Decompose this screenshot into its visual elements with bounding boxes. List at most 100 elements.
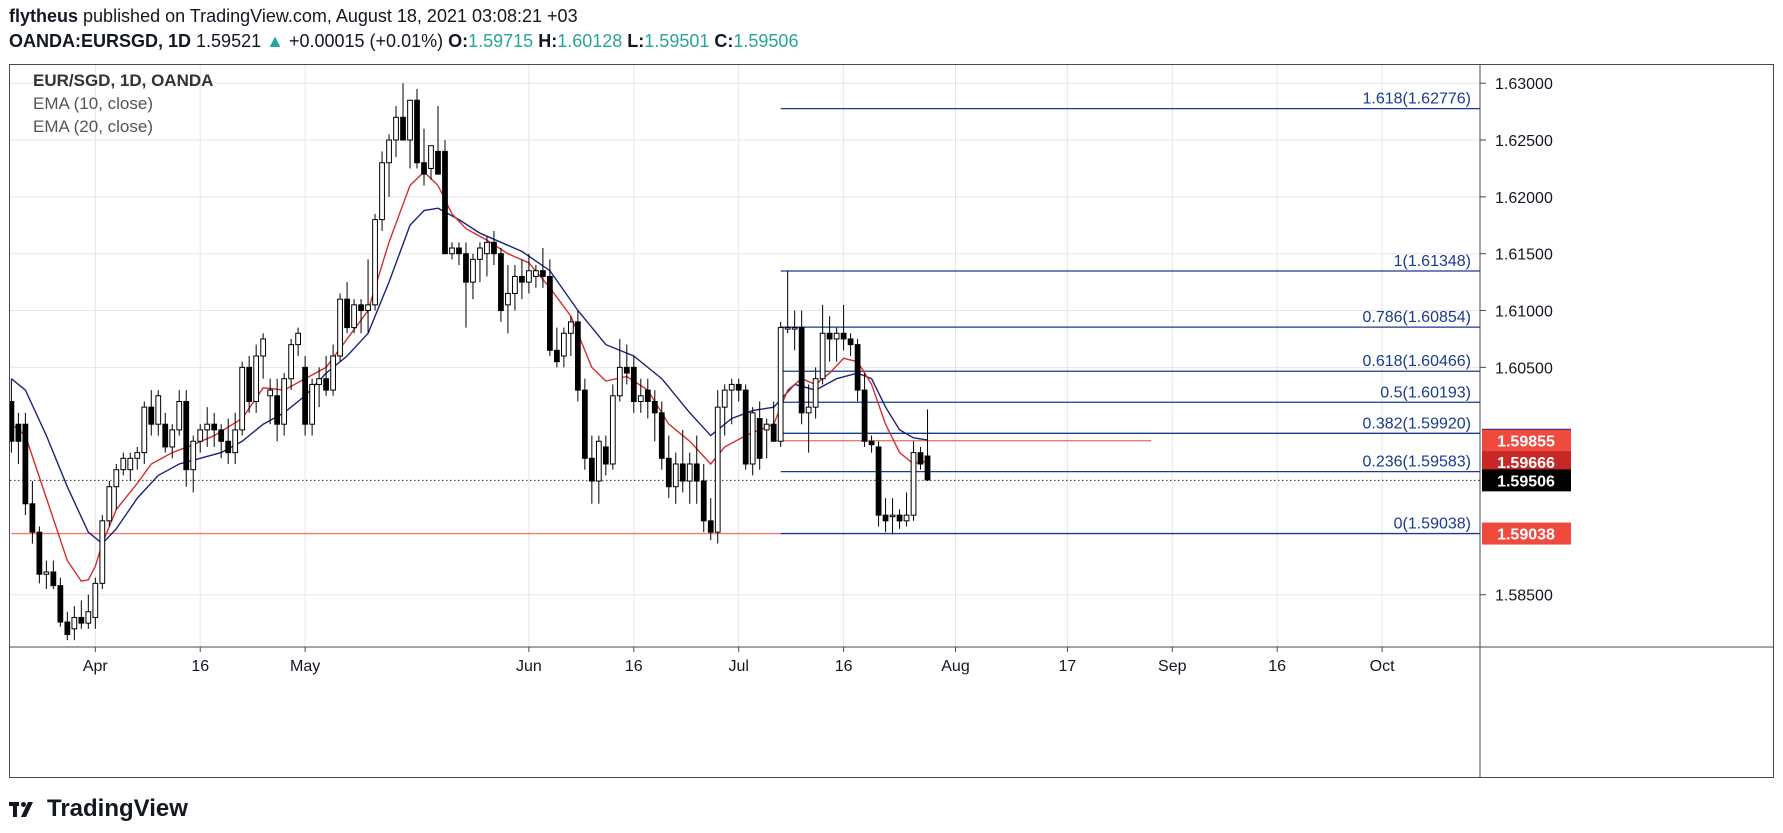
- tradingview-brand[interactable]: TradingView: [47, 795, 188, 822]
- low-value: 1.59501: [644, 31, 710, 51]
- candle-up: [889, 514, 896, 518]
- candle-up: [337, 298, 343, 357]
- candle-up: [330, 355, 336, 391]
- candle-down: [78, 616, 85, 624]
- candle-down: [547, 275, 553, 351]
- candle-up: [85, 611, 92, 624]
- candle-up: [281, 378, 288, 425]
- candle-down: [435, 150, 441, 175]
- candle-down: [211, 423, 218, 431]
- candle-up: [134, 452, 141, 459]
- candle-up: [169, 429, 176, 448]
- candle-down: [679, 463, 686, 482]
- candle-up: [449, 247, 455, 255]
- candle-up: [253, 355, 260, 402]
- candle-down: [798, 327, 805, 414]
- price-tick-label: 1.61000: [1495, 304, 1553, 321]
- candle-up: [763, 423, 770, 431]
- candle-up: [672, 463, 679, 488]
- candle-up: [609, 395, 616, 465]
- candle-down: [756, 418, 763, 459]
- candle-up: [71, 616, 78, 630]
- candle-up: [819, 332, 826, 380]
- candle-up: [351, 304, 357, 329]
- candle-down: [554, 349, 560, 363]
- price-tick-label: 1.63000: [1495, 76, 1553, 93]
- author-name[interactable]: flytheus: [9, 6, 79, 26]
- candle-down: [861, 389, 868, 442]
- candle-down: [651, 400, 658, 414]
- candle-down: [519, 275, 525, 283]
- price-badge-label: 1.59855: [1497, 434, 1555, 451]
- candle-down: [491, 241, 497, 255]
- candle-down: [57, 585, 64, 623]
- candle-down: [414, 99, 420, 164]
- candle-down: [148, 406, 155, 425]
- candle-up: [316, 378, 322, 385]
- candle-up: [190, 440, 197, 471]
- candle-up: [484, 241, 490, 255]
- price-change: +0.00015 (+0.01%): [288, 31, 444, 51]
- candle-down: [623, 366, 630, 374]
- candle-up: [267, 389, 274, 397]
- candle-up: [728, 383, 735, 391]
- candle-down: [162, 423, 169, 448]
- candle-up: [379, 162, 385, 221]
- candle-down: [36, 531, 43, 575]
- price-tick-label: 1.61500: [1495, 247, 1553, 264]
- price-chart[interactable]: 1.618(1.62776) 1(1.61348) 0.786(1.60854) 0.…: [10, 65, 1773, 777]
- time-tick-label: 16: [625, 658, 643, 675]
- price-badge: [1482, 451, 1571, 474]
- candle-up: [120, 457, 127, 471]
- candle-down: [463, 253, 469, 283]
- time-tick-label: May: [290, 658, 320, 675]
- candle-down: [323, 378, 329, 391]
- candle-down: [456, 247, 462, 255]
- symbol-info-line: OANDA:EURSGD, 1D 1.59521 ▲ +0.00015 (+0.…: [9, 31, 798, 52]
- candle-up: [595, 440, 602, 482]
- candle-up: [749, 412, 756, 465]
- candle-down: [358, 304, 364, 312]
- candle-up: [239, 366, 246, 431]
- price-tick-label: 1.58500: [1495, 588, 1553, 605]
- candle-up: [567, 321, 574, 334]
- candle-up: [470, 258, 476, 283]
- candle-down: [602, 446, 609, 465]
- candle-up: [784, 327, 791, 330]
- candle-up: [99, 520, 106, 584]
- high-value: 1.60128: [557, 31, 623, 51]
- fib-level-label: 0.382(1.59920): [1362, 415, 1471, 432]
- price-badge-label: 1.59666: [1497, 455, 1555, 472]
- candle-up: [155, 395, 162, 425]
- last-price: 1.59521: [196, 31, 262, 51]
- candle-down: [302, 366, 308, 425]
- candle-down: [64, 621, 71, 635]
- candle-down: [917, 452, 924, 465]
- candle-up: [637, 395, 644, 402]
- candle-down: [840, 332, 847, 340]
- fib-level-label: 0.618(1.60466): [1362, 353, 1471, 370]
- high-label: H:: [538, 31, 558, 51]
- candle-down: [10, 400, 15, 442]
- candle-up: [616, 366, 623, 397]
- candle-down: [574, 321, 581, 391]
- candle-up: [833, 332, 840, 340]
- candle-up: [113, 469, 120, 488]
- close-label: C:: [714, 31, 734, 51]
- candle-down: [442, 150, 448, 255]
- legend-ema20[interactable]: EMA (20, close): [33, 117, 153, 136]
- price-badge: [1482, 469, 1571, 492]
- legend-ema10[interactable]: EMA (10, close): [33, 94, 153, 113]
- price-badge-label: 1.59506: [1497, 473, 1555, 490]
- publish-date: published on TradingView.com, August 18,…: [83, 6, 578, 26]
- candle-down: [540, 270, 546, 277]
- candle-down: [644, 389, 651, 402]
- fib-level-label: 1(1.61348): [1394, 253, 1471, 270]
- candle-down: [896, 514, 903, 522]
- price-badge-label: 1.59038: [1497, 527, 1555, 544]
- candle-down: [344, 298, 350, 329]
- legend-title: EUR/SGD, 1D, OANDA: [33, 71, 214, 90]
- candle-up: [428, 145, 434, 169]
- candle-up: [721, 389, 728, 408]
- candle-up: [127, 457, 134, 471]
